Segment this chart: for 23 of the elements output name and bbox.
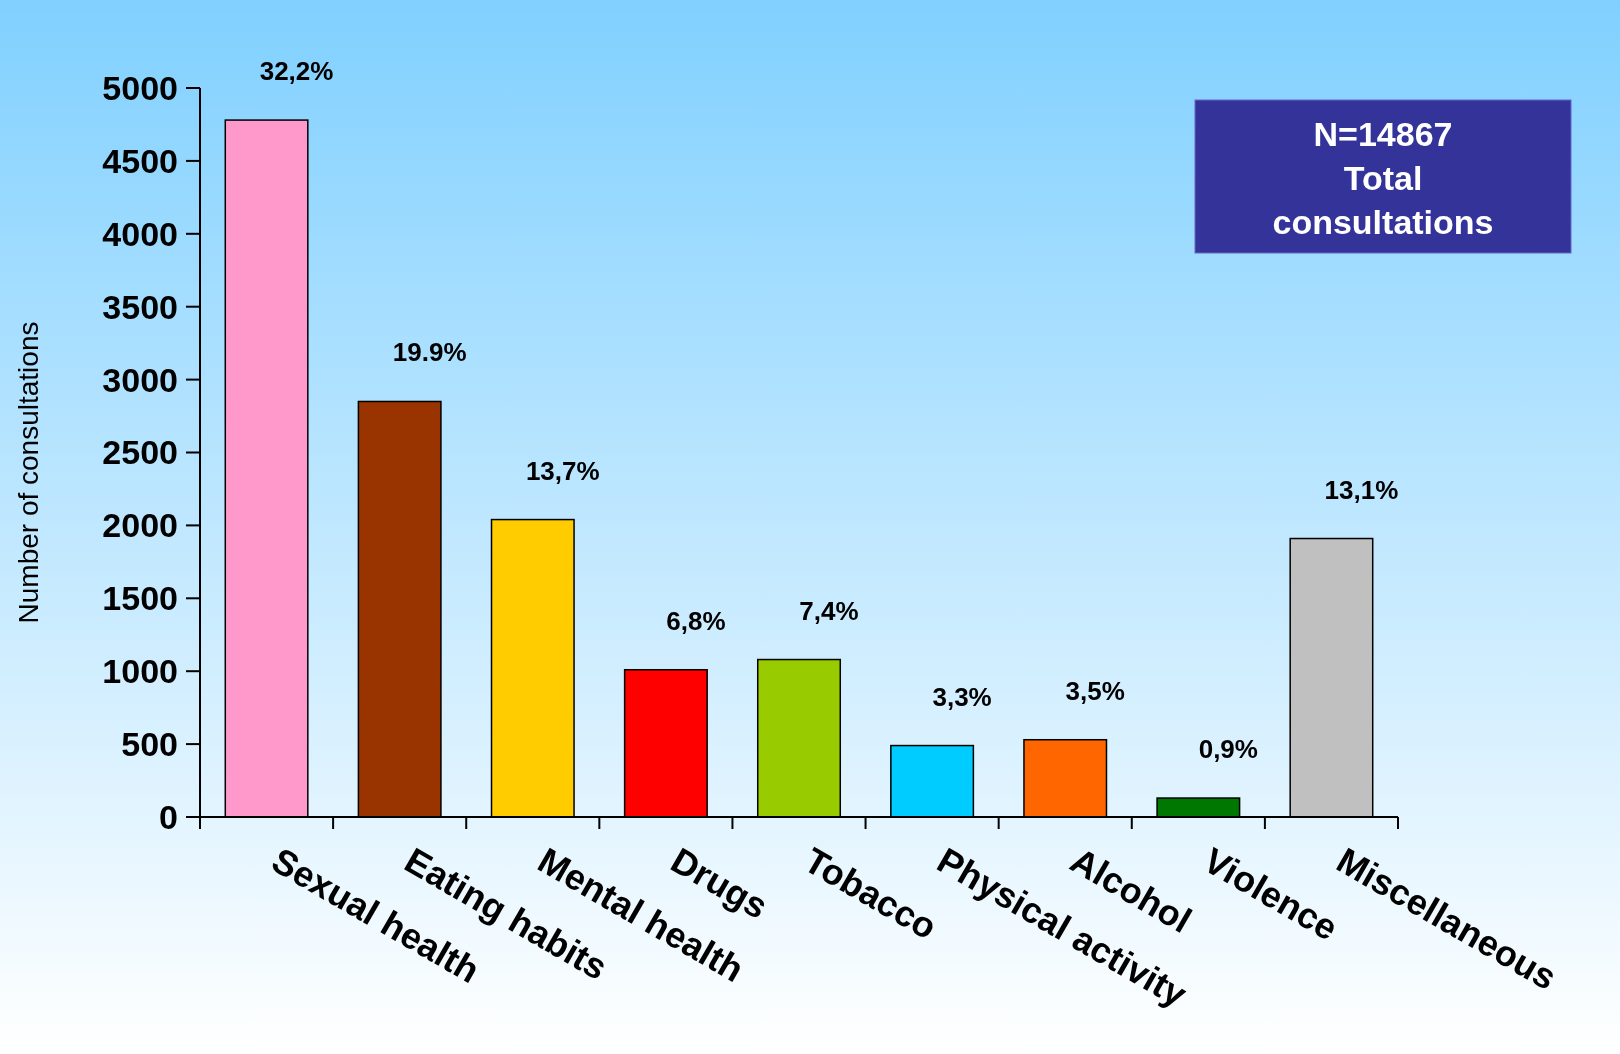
annotation: 3,5% (1065, 675, 1125, 706)
y-tick-label: 1500 (102, 579, 178, 618)
y-tick-label: 0 (159, 797, 178, 836)
annotation: 32,2% (259, 56, 334, 87)
y-tick-label: 500 (121, 725, 178, 763)
annotation: 7,4% (799, 595, 859, 626)
y-tick-label: 3000 (102, 360, 178, 399)
y-tick-label: 4000 (102, 214, 178, 253)
y-tick-label: 2500 (102, 433, 178, 472)
y-tick-label: 5000 (102, 68, 178, 107)
annotation: 6,8% (666, 605, 726, 636)
annotation: 19.9% (392, 337, 467, 368)
y-tick-label: 2000 (102, 506, 178, 545)
annotation: 3,3% (932, 681, 992, 712)
annotation: 13,1% (1324, 474, 1399, 505)
y-axis-title: Number of consultations (13, 321, 44, 624)
y-tick-label: 1000 (102, 652, 178, 691)
y-tick-label: 4500 (102, 141, 178, 180)
y-tick-label: 3500 (102, 287, 178, 326)
annotation: N=14867 Total consultations (1272, 115, 1494, 241)
annotation: 13,7% (525, 455, 600, 486)
annotation: 0,9% (1198, 734, 1258, 765)
text-box: N=14867 Total consultations (1194, 99, 1572, 254)
